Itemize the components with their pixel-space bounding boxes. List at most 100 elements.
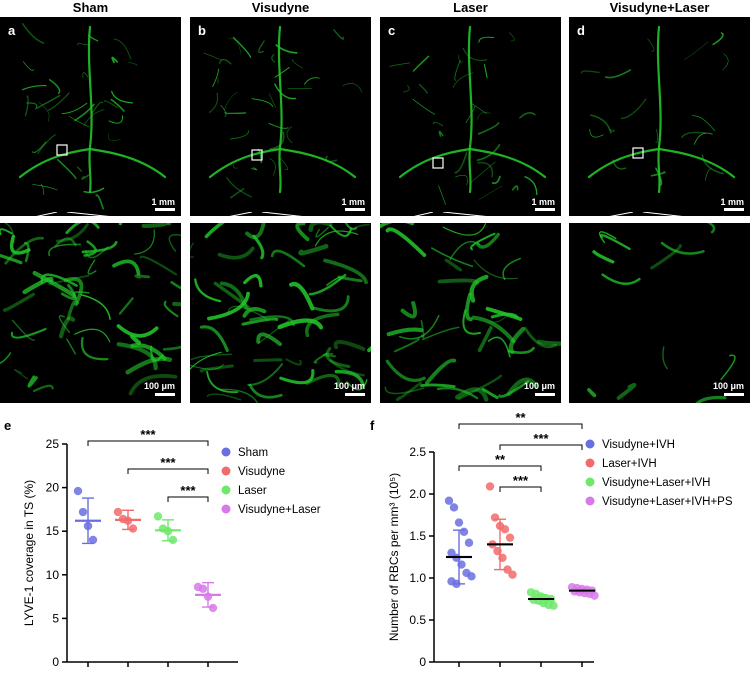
legend-label: Laser+IVH bbox=[602, 458, 657, 470]
vessel-path bbox=[650, 244, 682, 270]
vessel-path bbox=[477, 161, 494, 178]
legend-label: Laser bbox=[238, 485, 267, 497]
vessel-path bbox=[80, 336, 109, 361]
vessel-path bbox=[464, 292, 473, 322]
vessel-path bbox=[249, 315, 295, 327]
y-tick-label: 5 bbox=[52, 611, 59, 625]
vessel-path bbox=[190, 242, 194, 258]
micrograph-overview-laser: c 1 mm bbox=[380, 17, 561, 216]
vessel-path bbox=[162, 345, 181, 351]
vessel-path bbox=[218, 388, 259, 403]
vessel-path bbox=[329, 359, 365, 377]
vessel-path bbox=[488, 315, 508, 323]
vessel-path bbox=[275, 44, 298, 54]
vessel-path bbox=[22, 84, 47, 91]
connector-line bbox=[381, 212, 434, 224]
connector-line bbox=[66, 212, 180, 224]
micrograph-overview-visudyne: b 1 mm bbox=[190, 17, 371, 216]
vessel-path bbox=[722, 53, 729, 70]
connector-line bbox=[1, 212, 58, 224]
vessel-path bbox=[650, 171, 666, 177]
data-point bbox=[467, 572, 476, 581]
vessel-path bbox=[471, 161, 496, 183]
vessel-path bbox=[0, 228, 13, 235]
vessel-path bbox=[612, 159, 627, 170]
data-point bbox=[490, 513, 500, 522]
vessel-path bbox=[523, 326, 558, 349]
vessel-path bbox=[323, 258, 368, 285]
y-tick-label: 1.5 bbox=[409, 529, 426, 543]
vessel-path bbox=[681, 131, 706, 139]
vessel-overview-image bbox=[18, 23, 167, 210]
vessel-path bbox=[108, 133, 121, 142]
vessel-path bbox=[226, 177, 252, 198]
scale-label: 100 μm bbox=[712, 381, 744, 391]
legend-marker bbox=[585, 496, 595, 506]
vessel-path bbox=[655, 129, 658, 143]
vessel-path bbox=[74, 103, 95, 122]
vessel-overview-image bbox=[580, 25, 736, 194]
y-axis-label: LYVE-1 coverage in TS (%) bbox=[22, 480, 36, 626]
vessel-overview-image bbox=[203, 25, 363, 199]
data-point bbox=[508, 570, 517, 579]
vessel-path bbox=[251, 167, 258, 171]
vessel-path bbox=[693, 132, 713, 145]
vessel-path bbox=[48, 79, 61, 95]
connector-line bbox=[570, 212, 634, 224]
vessel-path bbox=[462, 47, 488, 61]
scale-bar bbox=[345, 208, 365, 211]
vessel-path bbox=[128, 374, 178, 396]
vessel-path bbox=[194, 278, 222, 303]
vessel-path bbox=[437, 278, 479, 285]
vessel-path bbox=[87, 259, 97, 275]
vessel-path bbox=[490, 312, 519, 319]
vessel-path bbox=[462, 309, 482, 335]
chart-letter-e: e bbox=[4, 418, 12, 433]
legend-label: Sham bbox=[238, 447, 268, 459]
vessel-path bbox=[477, 122, 500, 135]
vessel-path bbox=[502, 257, 522, 281]
vessel-path bbox=[252, 234, 265, 260]
vessel-path bbox=[491, 175, 501, 185]
bracket-line bbox=[167, 496, 209, 502]
vessel-path bbox=[315, 227, 329, 238]
vessel-path bbox=[412, 55, 430, 72]
vessel-path bbox=[58, 316, 76, 339]
vessel-path bbox=[213, 281, 251, 310]
vessel-path bbox=[277, 318, 324, 330]
bracket-line bbox=[87, 440, 209, 446]
vessel-path bbox=[23, 241, 30, 263]
vessel-path bbox=[647, 38, 655, 52]
vessel-path bbox=[204, 223, 225, 239]
vessel-path bbox=[706, 223, 716, 234]
vessel-path bbox=[54, 237, 77, 248]
vessel-path bbox=[9, 234, 31, 255]
vessel-network bbox=[580, 25, 736, 194]
vessel-path bbox=[208, 147, 357, 179]
vessel-path bbox=[385, 227, 427, 258]
vessel-path bbox=[291, 59, 303, 69]
y-tick-label: 0 bbox=[52, 655, 59, 669]
y-tick-label: 2.0 bbox=[409, 487, 426, 501]
vessel-path bbox=[40, 183, 45, 196]
significance-label: *** bbox=[180, 483, 196, 498]
vessel-path bbox=[308, 223, 333, 232]
vessel-path bbox=[113, 38, 132, 60]
micrograph-detail-sham: 100 μm bbox=[0, 223, 181, 403]
vessel-path bbox=[620, 98, 647, 120]
y-tick-label: 0 bbox=[419, 655, 426, 669]
column-title-sham: Sham bbox=[72, 0, 109, 15]
vessel-path bbox=[656, 25, 662, 194]
vessel-path bbox=[389, 62, 411, 67]
vessel-path bbox=[720, 354, 736, 381]
vessel-path bbox=[701, 154, 724, 175]
vessel-path bbox=[170, 280, 181, 290]
legend-marker bbox=[585, 439, 595, 449]
vessel-path bbox=[245, 223, 266, 240]
vessel-path bbox=[269, 131, 285, 150]
vessel-path bbox=[199, 325, 229, 353]
legend-marker bbox=[221, 466, 231, 476]
vessel-path bbox=[478, 36, 495, 43]
vessel-path bbox=[207, 291, 250, 321]
vessel-path bbox=[476, 143, 501, 162]
